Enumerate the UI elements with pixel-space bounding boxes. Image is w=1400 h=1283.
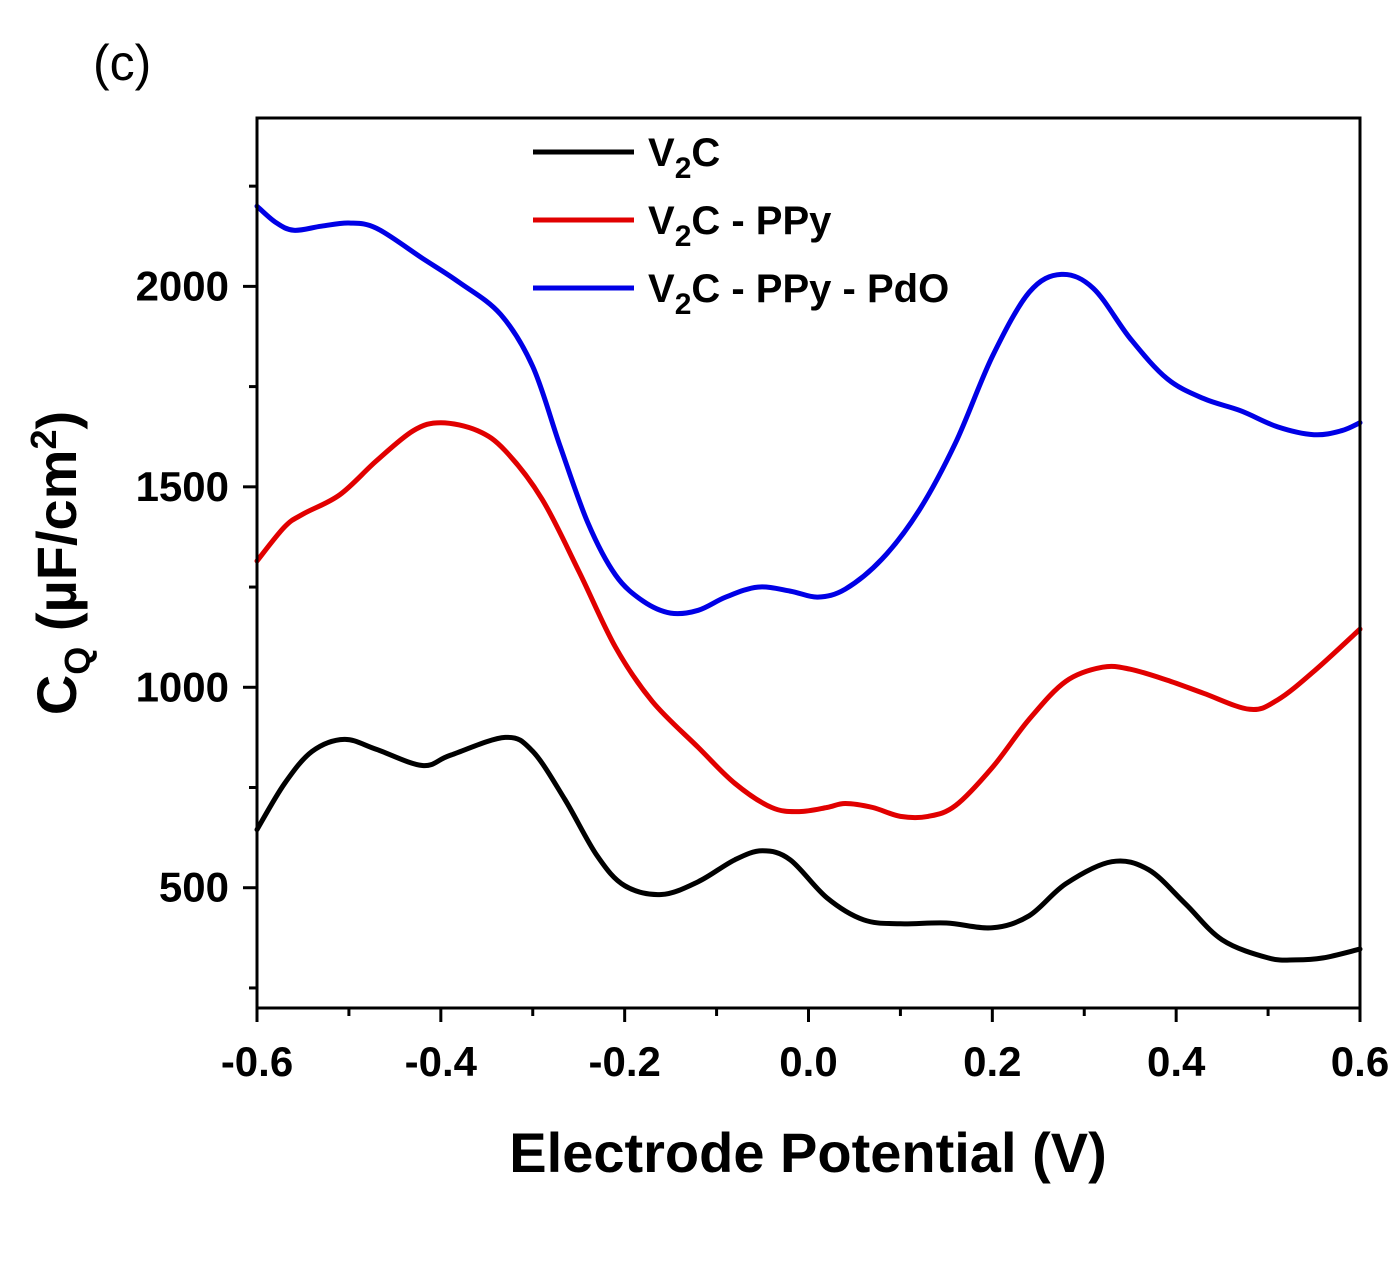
y-axis-title-main: C <box>25 675 88 715</box>
x-tick-label: 0.0 <box>779 1038 837 1085</box>
ticks-layer: -0.6 -0.4 -0.2 0.0 0.2 0.4 0.6 500 1000 1500 2000 <box>136 184 1389 1085</box>
y-tick-label: 1500 <box>136 463 229 510</box>
x-tick-label: 0.6 <box>1331 1038 1389 1085</box>
y-tick-label: 2000 <box>136 262 229 309</box>
series-line-1 <box>254 734 1363 963</box>
y-tick-label: 1000 <box>136 663 229 710</box>
y-axis-title-unit-close: ) <box>25 411 88 430</box>
legend-label-2: V2C - PPy <box>648 199 832 253</box>
y-axis-title: CQ (µF/cm2) <box>23 411 98 715</box>
x-tick-label: -0.2 <box>588 1038 660 1085</box>
legend-label-1: V2C <box>648 131 720 185</box>
series-line-3 <box>254 203 1363 617</box>
panel-label: (c) <box>93 35 151 91</box>
x-tick-label: -0.6 <box>221 1038 293 1085</box>
y-tick-label: 500 <box>159 864 229 911</box>
y-axis-title-unit: (µF/cm <box>25 450 88 647</box>
legend-label-3: V2C - PPy - PdO <box>648 267 949 321</box>
series-line-2 <box>254 420 1363 821</box>
legend: V2C V2C - PPy V2C - PPy - PdO <box>533 131 949 321</box>
x-tick-label: -0.4 <box>405 1038 478 1085</box>
y-axis-title-subscript: Q <box>57 647 98 675</box>
series-layer <box>254 203 1363 963</box>
x-axis-title: Electrode Potential (V) <box>509 1121 1106 1184</box>
plot-frame <box>255 116 1362 1010</box>
x-tick-label: 0.2 <box>963 1038 1021 1085</box>
y-axis-title-unit-superscript: 2 <box>23 429 64 449</box>
x-tick-label: 0.4 <box>1147 1038 1206 1085</box>
